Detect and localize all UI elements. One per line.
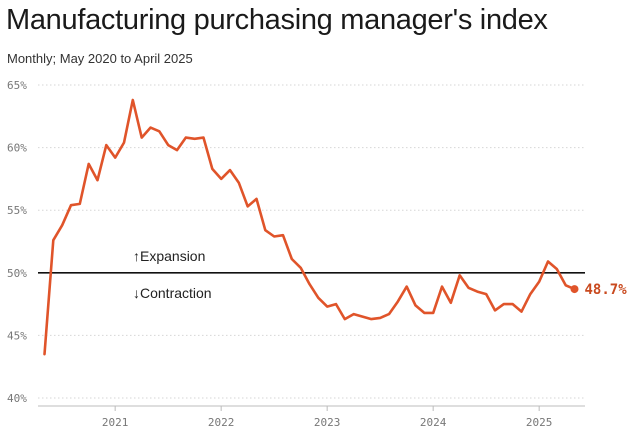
y-tick-label: 60% [7, 142, 27, 155]
y-tick-label: 65% [7, 79, 27, 92]
chart-subtitle: Monthly; May 2020 to April 2025 [7, 51, 193, 66]
y-tick-label: 50% [7, 267, 27, 280]
chart-title: Manufacturing purchasing manager's index [6, 4, 548, 36]
y-tick-label: 55% [7, 204, 27, 217]
y-tick-label: 40% [7, 392, 27, 405]
x-tick-label: 2023 [314, 416, 341, 429]
x-tick-label: 2025 [526, 416, 553, 429]
x-tick-label: 2021 [102, 416, 129, 429]
end-point-marker [570, 285, 579, 294]
expansion-label: ↑Expansion [133, 248, 205, 264]
x-tick-label: 2022 [208, 416, 235, 429]
x-tick-label: 2024 [420, 416, 447, 429]
contraction-label: ↓Contraction [133, 285, 212, 301]
y-tick-label: 45% [7, 329, 27, 342]
pmi-series-line [43, 98, 576, 356]
end-value-label: 48.7% [585, 282, 628, 298]
